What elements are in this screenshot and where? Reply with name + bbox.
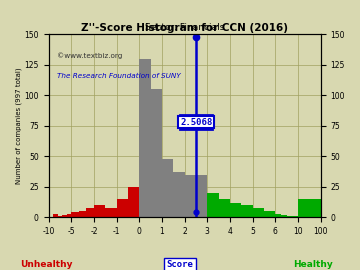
Bar [207, 193, 219, 217]
Bar [196, 175, 207, 217]
Bar [162, 159, 173, 217]
Text: The Research Foundation of SUNY: The Research Foundation of SUNY [57, 73, 180, 79]
Text: Sector: Financials: Sector: Financials [145, 23, 224, 32]
Bar [219, 199, 230, 217]
Bar [275, 214, 278, 217]
Bar [67, 214, 71, 217]
Text: Score: Score [167, 260, 193, 269]
Bar [281, 215, 284, 217]
Bar [289, 216, 292, 217]
Bar [185, 175, 196, 217]
Bar [150, 89, 162, 217]
Bar [86, 208, 94, 217]
Bar [53, 214, 58, 217]
Bar [284, 215, 287, 217]
Text: Healthy: Healthy [293, 260, 333, 269]
Bar [62, 215, 67, 217]
Bar [287, 216, 289, 217]
Bar [278, 214, 281, 217]
Title: Z''-Score Histogram for CCN (2016): Z''-Score Histogram for CCN (2016) [81, 23, 288, 33]
Bar [253, 208, 264, 217]
Bar [71, 212, 79, 217]
Bar [298, 199, 321, 217]
Y-axis label: Number of companies (997 total): Number of companies (997 total) [15, 68, 22, 184]
Bar [128, 187, 139, 217]
Bar [117, 199, 128, 217]
Text: ©www.textbiz.org: ©www.textbiz.org [57, 52, 122, 59]
Text: 2.5068: 2.5068 [180, 118, 212, 127]
Bar [292, 216, 295, 217]
Bar [264, 211, 275, 217]
Bar [295, 216, 298, 217]
Bar [241, 205, 253, 217]
Bar [94, 205, 105, 217]
Text: Unhealthy: Unhealthy [21, 260, 73, 269]
Bar [139, 59, 150, 217]
Bar [58, 216, 62, 217]
Bar [230, 203, 241, 217]
Bar [173, 172, 185, 217]
Bar [79, 211, 86, 217]
Bar [105, 208, 117, 217]
